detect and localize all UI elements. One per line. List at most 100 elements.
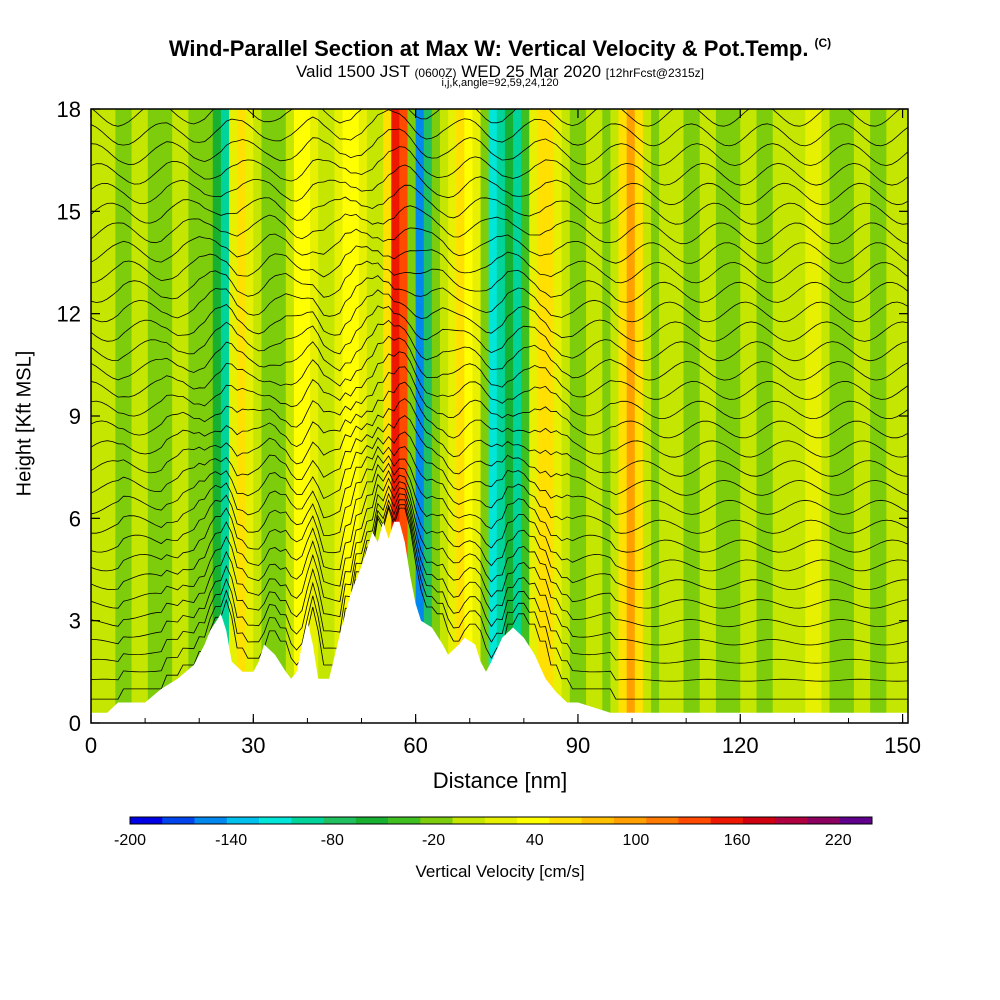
field-column (594, 109, 603, 723)
field-column (342, 109, 352, 723)
field-column (862, 109, 871, 723)
y-tick-label: 3 (69, 609, 81, 634)
theta-contour (91, 469, 908, 591)
terrain-shape (91, 521, 908, 723)
field-column (366, 109, 376, 723)
theta-contour (91, 245, 908, 284)
field-column (488, 109, 498, 723)
field-column (269, 109, 279, 723)
field-column (837, 109, 847, 723)
field-column (196, 109, 206, 723)
theta-contours (91, 73, 908, 700)
colorbar-swatch (549, 817, 582, 824)
field-column (147, 109, 157, 723)
field-column (115, 109, 125, 723)
theta-contour (91, 305, 908, 362)
theta-contour (91, 289, 908, 342)
theta-contour (91, 431, 908, 515)
colorbar-tick-label: 220 (825, 832, 852, 849)
colorbar-swatch (355, 817, 389, 824)
field-column (407, 109, 417, 723)
y-tick-label: 12 (57, 302, 81, 327)
title-mark: (C) (814, 36, 832, 50)
field-column (480, 109, 490, 723)
theta-contour (91, 319, 908, 381)
colorbar-swatch (807, 817, 841, 824)
y-axis-label: Height [Kft MSL] (13, 350, 36, 497)
chart-title: Wind-Parallel Section at Max W: Vertical… (168, 36, 832, 61)
field-column (537, 109, 547, 723)
theta-contour (91, 462, 908, 572)
field-column (529, 109, 538, 723)
field-column (261, 109, 271, 723)
colorbar-swatch (323, 817, 357, 824)
theta-contour (91, 492, 908, 646)
colorbar-swatch (646, 817, 679, 824)
field-column (415, 109, 425, 723)
field-column (642, 109, 652, 723)
field-column (439, 109, 449, 723)
field-column (180, 109, 189, 723)
field-column (772, 109, 782, 723)
theta-contour (91, 73, 908, 107)
theta-contour (91, 146, 908, 186)
y-tick-label: 6 (69, 506, 81, 531)
field-column (797, 109, 806, 723)
field-column (586, 109, 595, 723)
theta-contour (91, 381, 908, 458)
y-tick-label: 9 (69, 404, 81, 429)
colorbar-swatch (226, 817, 260, 824)
field-column (878, 109, 887, 723)
theta-contour (91, 415, 908, 496)
theta-contour (91, 164, 908, 206)
colorbar-swatch (839, 817, 873, 824)
field-column (472, 109, 482, 723)
field-column (610, 109, 620, 723)
colorbar-swatch (452, 817, 486, 824)
field-column (626, 109, 636, 723)
field-column (715, 109, 725, 723)
theta-contour (91, 205, 908, 245)
colorbar-swatch (678, 817, 711, 824)
field-column (659, 109, 668, 723)
field-column (253, 109, 263, 723)
colorbar-swatch (420, 817, 453, 824)
field-column (732, 109, 741, 723)
theta-contour (91, 275, 908, 323)
x-tick-label: 120 (722, 733, 759, 758)
field-column (456, 109, 465, 723)
field-column (334, 109, 344, 723)
field-column (383, 109, 392, 723)
field-column (220, 109, 230, 723)
field-column (310, 109, 319, 723)
field-column (813, 109, 823, 723)
field-column (285, 109, 295, 723)
chart-subtitle: Valid 1500 JST (0600Z) WED 25 Mar 2020 [… (295, 62, 705, 81)
colorbar-swatch (581, 817, 615, 824)
colorbar-swatch (162, 817, 195, 824)
colorbar: -200 -140 -80 -20 40 100 160 220 (114, 816, 873, 849)
field-column (155, 109, 165, 723)
field-column (602, 109, 612, 723)
field-column (764, 109, 774, 723)
colorbar-swatch (517, 817, 550, 824)
field-column (245, 109, 254, 723)
field-column (496, 109, 506, 723)
field-column (577, 109, 587, 723)
field-column (228, 109, 238, 723)
colorbar-swatch (194, 817, 228, 824)
field-column (756, 109, 766, 723)
x-tick-label: 0 (85, 733, 97, 758)
grid-indices: i,j,k,angle=92,59,24,120 (441, 77, 559, 89)
field-column (172, 109, 181, 723)
colorbar-swatch (259, 817, 292, 824)
field-column (748, 109, 758, 723)
theta-contour (91, 184, 908, 225)
field-column (740, 109, 749, 723)
theta-contour (91, 109, 908, 147)
field-column (237, 109, 246, 723)
colorbar-tick-label: -200 (114, 832, 146, 849)
field-column (788, 109, 798, 723)
field-column (188, 109, 198, 723)
colorbar-tick-label: -20 (422, 832, 445, 849)
